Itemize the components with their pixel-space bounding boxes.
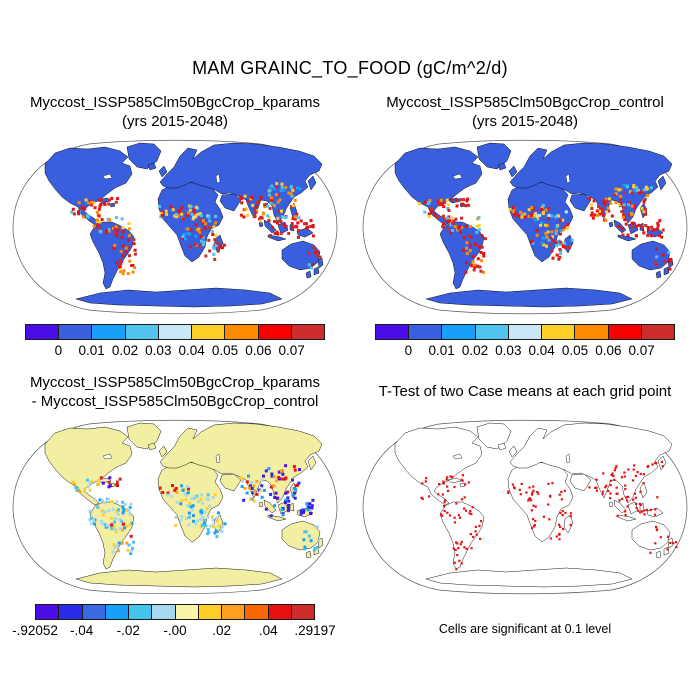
- panel-case2-title-line2: (yrs 2015-2048): [472, 112, 578, 130]
- colorbar-segment: [224, 324, 259, 340]
- colorbar-segment: [607, 324, 642, 340]
- world-map-ttest: [362, 419, 688, 595]
- world-map-case1: [12, 139, 338, 315]
- colorbar-tick-label: 0.02: [111, 343, 139, 358]
- panel-case1-title: Myccost_ISSP585Clm50BgcCrop_kparams (yrs…: [8, 92, 342, 132]
- colorbar-segment: [157, 324, 193, 340]
- panel-difference-title-line1: Myccost_ISSP585Clm50BgcCrop_kparams: [29, 374, 321, 391]
- colorbar-tick-label: 0.07: [628, 343, 655, 358]
- panel-ttest: T-Test of two Case means at each grid po…: [358, 372, 692, 636]
- colorbar-segment: [151, 604, 176, 620]
- colorbar-tick-label: .04: [258, 623, 278, 638]
- colorbar-tick-label: 0.02: [461, 343, 489, 358]
- data-cells-case1: [70, 182, 322, 276]
- colorbar-tick-label: 0.03: [495, 343, 522, 358]
- colorbar-segment: [267, 604, 292, 620]
- colorbar-tick-label: 0.01: [78, 343, 105, 358]
- data-cells-difference: [72, 464, 320, 555]
- colorbar-segment: [58, 604, 83, 620]
- colorbar-segment: [104, 604, 129, 620]
- colorbar-tick-label: 0.05: [561, 343, 589, 358]
- colorbar-segment: [128, 604, 153, 620]
- panel-case1: Myccost_ISSP585Clm50BgcCrop_kparams (yrs…: [8, 92, 342, 359]
- colorbar-segment: [290, 604, 315, 620]
- panel-difference: Myccost_ISSP585Clm50BgcCrop_kparams - My…: [8, 372, 342, 639]
- colorbar-segment: [290, 324, 325, 340]
- colorbar-tick-label: 0.06: [245, 343, 272, 358]
- panel-ttest-title-line1: T-Test of two Case means at each grid po…: [378, 383, 672, 400]
- panel-difference-title-line2: - Myccost_ISSP585Clm50BgcCrop_control: [31, 392, 319, 410]
- data-cells-case2: [418, 183, 672, 274]
- colorbar-segment: [58, 324, 93, 340]
- panel-case2-title: Myccost_ISSP585Clm50BgcCrop_control (yrs…: [358, 92, 692, 132]
- colorbar-case1: [25, 324, 325, 340]
- colorbar-segment: [25, 324, 60, 340]
- panel-difference-title: Myccost_ISSP585Clm50BgcCrop_kparams - My…: [8, 372, 342, 412]
- colorbar-segment: [124, 324, 159, 340]
- colorbar-segment: [244, 604, 269, 620]
- colorbar-segment: [541, 324, 576, 340]
- data-cells-ttest-significant: [420, 460, 678, 571]
- colorbar-segment: [91, 324, 126, 340]
- colorbar-tick-label: -.02: [116, 623, 140, 638]
- panel-ttest-title: T-Test of two Case means at each grid po…: [358, 372, 692, 412]
- colorbar-tick-label: 0.04: [528, 343, 555, 358]
- colorbar-segment: [257, 324, 292, 340]
- colorbar-tick-label: -.92052: [12, 623, 58, 638]
- colorbar-tick-label: 0.07: [278, 343, 305, 358]
- colorbar-segment: [474, 324, 509, 340]
- colorbar-difference: [35, 604, 315, 620]
- panel-case1-title-line1: Myccost_ISSP585Clm50BgcCrop_kparams: [29, 94, 321, 111]
- colorbar-tick-label: 0.06: [595, 343, 622, 358]
- colorbar-case2: [375, 324, 675, 340]
- colorbar-tick-label: 0.05: [211, 343, 239, 358]
- world-map-case2: [362, 139, 688, 315]
- figure-title: MAM GRAINC_TO_FOOD (gC/m^2/d): [192, 58, 508, 78]
- colorbar-segment: [191, 324, 226, 340]
- colorbar-tick-label: .29197: [294, 623, 336, 638]
- colorbar-case1-labels: 0 0.01 0.02 0.03 0.04 0.05 0.06 0.07: [25, 343, 325, 359]
- panel-case1-title-line2: (yrs 2015-2048): [122, 112, 228, 130]
- colorbar-tick-label: 0.04: [178, 343, 205, 358]
- colorbar-tick-label: -.00: [163, 623, 187, 638]
- colorbar-tick-label: 0: [404, 343, 413, 358]
- colorbar-segment: [221, 604, 246, 620]
- ttest-significance-caption: Cells are significant at 0.1 level: [438, 622, 612, 636]
- colorbar-segment: [197, 604, 222, 620]
- colorbar-tick-label: 0: [54, 343, 63, 358]
- colorbar-case2-labels: 0 0.01 0.02 0.03 0.04 0.05 0.06 0.07: [375, 343, 675, 359]
- panel-case2: Myccost_ISSP585Clm50BgcCrop_control (yrs…: [358, 92, 692, 359]
- colorbar-segment: [174, 604, 199, 620]
- panel-case2-title-line1: Myccost_ISSP585Clm50BgcCrop_control: [386, 94, 664, 111]
- colorbar-segment: [35, 604, 60, 620]
- colorbar-difference-labels: -.92052 -.04 -.02 -.00 .02 .04 .29197: [12, 623, 336, 639]
- colorbar-segment: [574, 324, 609, 340]
- colorbar-segment: [81, 604, 106, 620]
- world-map-difference: [12, 419, 338, 595]
- colorbar-tick-label: 0.01: [428, 343, 455, 358]
- colorbar-segment: [507, 324, 543, 340]
- colorbar-segment: [375, 324, 410, 340]
- colorbar-segment: [441, 324, 476, 340]
- colorbar-tick-label: 0.03: [145, 343, 172, 358]
- colorbar-tick-label: -.04: [70, 623, 94, 638]
- colorbar-segment: [408, 324, 443, 340]
- colorbar-segment: [640, 324, 675, 340]
- colorbar-tick-label: .02: [212, 623, 232, 638]
